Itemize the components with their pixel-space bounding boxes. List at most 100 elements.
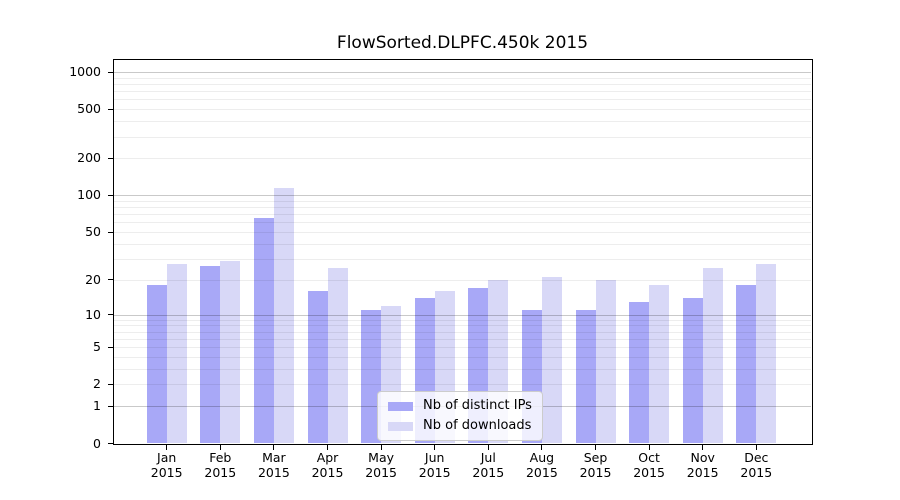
legend-swatch-downloads [388, 421, 413, 431]
x-tick-year: 2015 [579, 464, 612, 480]
x-tick-label-aug: Aug 2015 [512, 450, 572, 480]
bar-downloads-apr [327, 268, 348, 444]
x-tick-mark [702, 443, 704, 450]
x-tick-year: 2015 [472, 464, 505, 480]
x-tick-label-jul: Jul 2015 [458, 450, 518, 480]
gridline-minor [114, 319, 811, 321]
x-tick-mark [219, 443, 221, 450]
gridline-minor [114, 331, 811, 333]
x-tick-month: Jul [480, 449, 496, 465]
gridline-minor [114, 200, 811, 202]
y-tick-mark [108, 231, 114, 233]
bar-downloads-sep [595, 279, 616, 444]
x-tick-label-jan: Jan 2015 [137, 450, 197, 480]
gridline-minor [114, 222, 811, 224]
x-tick-month: Jun [424, 449, 445, 465]
x-tick-label-sep: Sep 2015 [566, 450, 626, 480]
gridline-minor [114, 356, 811, 358]
bar-distinct-ips-apr [307, 291, 328, 444]
x-tick-year: 2015 [740, 464, 773, 480]
y-tick-label-1: 1 [93, 398, 101, 414]
x-tick-mark [434, 443, 436, 450]
bar-distinct-ips-dec [736, 285, 757, 444]
bar-downloads-nov [702, 268, 723, 444]
gridline-minor [114, 368, 811, 370]
x-tick-label-oct: Oct 2015 [619, 450, 679, 480]
gridline-minor [114, 384, 811, 386]
x-tick-year: 2015 [418, 464, 451, 480]
y-tick-mark [108, 346, 114, 348]
bar-downloads-jan [166, 264, 187, 444]
plot-area: Nb of distinct IPs Nb of downloads [112, 58, 813, 445]
y-tick-label-20: 20 [85, 271, 101, 287]
legend: Nb of distinct IPs Nb of downloads [377, 391, 543, 441]
bar-distinct-ips-jan [146, 285, 167, 444]
y-tick-label-100: 100 [77, 187, 101, 203]
chart-title: FlowSorted.DLPFC.450k 2015 [336, 33, 589, 53]
x-tick-year: 2015 [365, 464, 397, 480]
gridline-minor [114, 121, 811, 123]
gridline-minor [114, 279, 811, 281]
gridline-major [114, 314, 811, 316]
y-tick-mark [108, 108, 114, 110]
y-tick-label-2: 2 [93, 376, 101, 392]
legend-swatch-distinct-ips [388, 401, 413, 411]
x-tick-year: 2015 [311, 464, 344, 480]
y-tick-label-1000: 1000 [69, 64, 101, 80]
gridline-minor [114, 232, 811, 234]
legend-entry-distinct-ips: Nb of distinct IPs [388, 398, 532, 414]
y-tick-mark [108, 405, 114, 407]
y-tick-label-0: 0 [93, 435, 101, 451]
bar-distinct-ips-may [361, 309, 382, 444]
x-tick-mark [327, 443, 328, 450]
legend-label-downloads: Nb of downloads [423, 418, 532, 433]
gridline-minor [114, 325, 811, 327]
x-tick-mark [595, 443, 596, 450]
bar-distinct-ips-sep [575, 309, 596, 444]
gridline-minor [114, 158, 811, 160]
grid-layer [114, 60, 811, 444]
x-tick-mark [755, 443, 757, 450]
x-tick-mark [273, 443, 275, 450]
gridline-minor [114, 258, 811, 260]
y-tick-mark [108, 194, 114, 196]
x-tick-month: Feb [209, 449, 232, 465]
x-tick-year: 2015 [257, 464, 290, 480]
x-tick-year: 2015 [525, 464, 558, 480]
x-tick-month: May [368, 449, 395, 465]
x-tick-mark [648, 443, 650, 450]
bar-downloads-dec [756, 264, 777, 444]
x-tick-month: Sep [583, 449, 608, 465]
y-tick-mark [108, 279, 114, 281]
gridline-major [114, 72, 811, 74]
y-tick-label-500: 500 [77, 101, 101, 117]
x-tick-label-may: May 2015 [351, 450, 411, 480]
gridline-minor [114, 77, 811, 79]
gridline-minor [114, 243, 811, 245]
gridline-minor [114, 207, 811, 209]
y-tick-label-10: 10 [85, 306, 101, 322]
bar-downloads-feb [220, 260, 241, 444]
x-tick-month: Nov [690, 449, 715, 465]
bar-distinct-ips-mar [253, 218, 274, 444]
x-tick-year: 2015 [150, 464, 183, 480]
gridline-minor [114, 136, 811, 138]
gridline-minor [114, 347, 811, 349]
x-tick-mark [166, 443, 168, 450]
x-tick-year: 2015 [686, 464, 719, 480]
bars-layer [114, 60, 811, 444]
x-tick-month: Mar [262, 449, 286, 465]
x-tick-label-nov: Nov 2015 [673, 450, 733, 480]
x-tick-label-dec: Dec 2015 [726, 450, 786, 480]
x-tick-mark [487, 443, 489, 450]
y-tick-label-50: 50 [85, 224, 101, 240]
x-tick-label-mar: Mar 2015 [244, 450, 304, 480]
x-tick-month: Jan [157, 449, 177, 465]
x-tick-mark [541, 443, 543, 450]
x-tick-year: 2015 [204, 464, 237, 480]
legend-label-distinct-ips: Nb of distinct IPs [423, 398, 532, 413]
y-tick-label-5: 5 [93, 339, 101, 355]
x-tick-month: Dec [744, 449, 769, 465]
